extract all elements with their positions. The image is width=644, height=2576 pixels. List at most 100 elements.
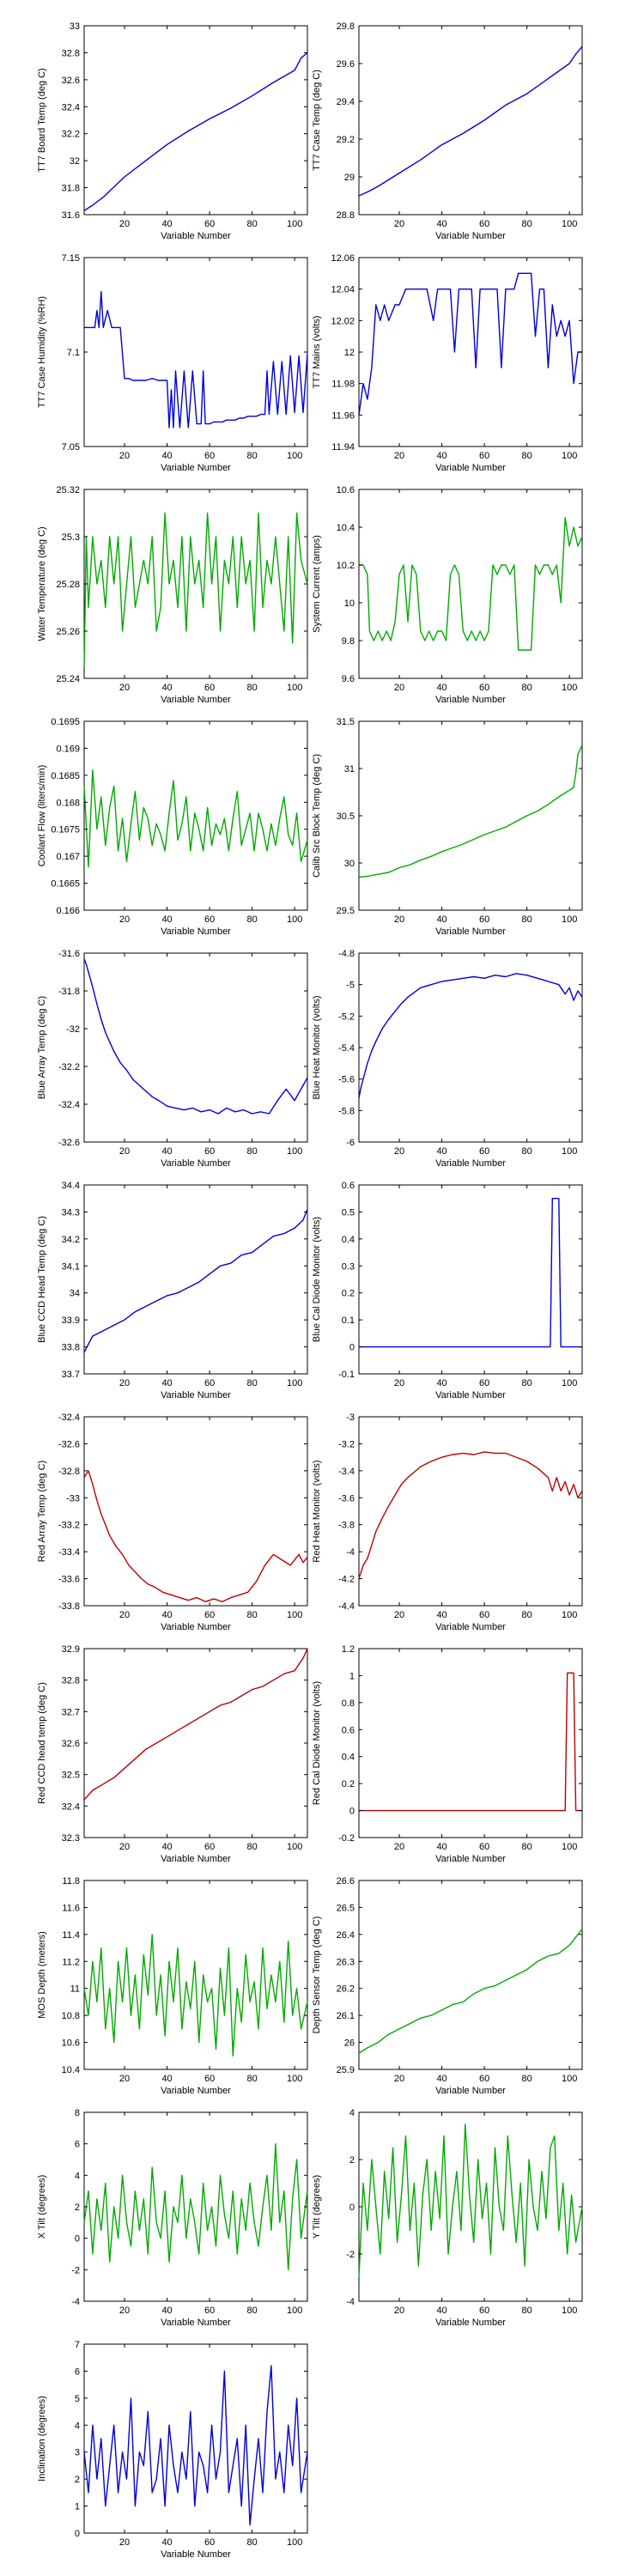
x-tick-label: 40 <box>161 1610 172 1620</box>
series-line <box>358 973 583 1098</box>
y-tick-label: 0 <box>349 2202 355 2213</box>
x-tick-label: 80 <box>246 683 257 693</box>
x-tick-label: 20 <box>394 683 404 693</box>
chart-panel-16: 20 40 60 80 100 -0.2 0 0.2 0.4 0.6 0.8 1 1.2 Variable… <box>312 1644 583 1864</box>
chart-panel-10: 20 40 60 80 100 -6 -5.8 -5.6 -5.4 -5.2 -5 -4.8 Varia… <box>312 949 583 1169</box>
y-tick-label: 31 <box>344 764 355 775</box>
y-tick-label: 25.3 <box>62 532 80 543</box>
y-tick-label: 32.8 <box>62 48 80 58</box>
x-tick-label: 60 <box>204 1146 215 1157</box>
x-tick-label: 20 <box>394 914 404 925</box>
x-tick-label: 80 <box>521 1378 532 1388</box>
y-axis-label: Red Array Temp (deg C) <box>37 1461 47 1562</box>
x-tick-label: 20 <box>119 1378 130 1388</box>
y-axis-label: Red CCD head temp (deg C) <box>37 1682 47 1804</box>
y-tick-label: 32.6 <box>62 76 80 86</box>
x-tick-label: 80 <box>246 1146 257 1157</box>
y-tick-label: -33.4 <box>58 1547 80 1558</box>
series-line <box>358 744 583 878</box>
x-tick-label: 100 <box>287 1610 302 1620</box>
y-tick-label: -33.8 <box>58 1601 80 1612</box>
x-tick-label: 20 <box>394 219 404 229</box>
y-tick-label: -4 <box>71 2297 80 2307</box>
y-tick-label: 4 <box>75 2421 80 2431</box>
y-tick-label: -32.6 <box>58 1439 80 1449</box>
y-tick-label: -32 <box>66 1024 80 1035</box>
x-tick-label: 40 <box>161 2074 172 2084</box>
x-tick-label: 80 <box>521 683 532 693</box>
x-tick-label: 80 <box>521 914 532 925</box>
plot-frame <box>358 25 583 216</box>
series-line <box>359 517 583 651</box>
x-tick-label: 60 <box>204 914 215 925</box>
x-tick-label: 40 <box>161 2306 172 2316</box>
y-tick-label: 10.4 <box>62 2065 80 2075</box>
x-tick-label: 100 <box>287 2306 302 2316</box>
x-axis-label: Variable Number <box>161 2549 231 2560</box>
x-axis-label: Variable Number <box>435 231 506 241</box>
y-tick-label: -3 <box>346 1413 355 1423</box>
y-tick-label: 12.04 <box>331 285 355 295</box>
y-axis-label: Inclination (degrees) <box>37 2396 47 2482</box>
x-tick-label: 40 <box>436 1610 447 1620</box>
x-tick-label: 100 <box>287 914 302 925</box>
y-tick-label: 33.8 <box>62 1343 80 1353</box>
x-tick-label: 60 <box>204 1610 215 1620</box>
chart-panel-19: 20 40 60 80 100 -4 -2 0 2 4 6 8 Variable Number X Til… <box>37 2108 308 2328</box>
x-tick-label: 60 <box>479 1146 489 1157</box>
y-tick-label: 26.6 <box>337 1876 355 1886</box>
y-tick-label: 33 <box>70 21 80 32</box>
y-tick-label: 7 <box>75 2340 80 2350</box>
x-axis-label: Variable Number <box>435 463 506 473</box>
plot-frame <box>358 1184 583 1375</box>
y-tick-label: 33.7 <box>62 1370 80 1380</box>
x-tick-label: 100 <box>562 219 577 229</box>
y-tick-label: 31.8 <box>62 184 80 194</box>
y-tick-label: 31.6 <box>62 210 80 221</box>
y-tick-label: 11.96 <box>331 410 355 421</box>
series-line <box>359 1198 582 1348</box>
y-tick-label: 7.1 <box>67 348 80 358</box>
y-tick-label: -4 <box>346 2297 355 2307</box>
y-tick-label: 9.8 <box>342 636 355 647</box>
y-tick-label: 33.9 <box>62 1315 80 1326</box>
chart-panel-17: 20 40 60 80 100 10.4 10.6 10.8 11 11.2 11.4 11.6 11.… <box>37 1876 308 2096</box>
y-tick-label: 11.98 <box>331 380 355 390</box>
plot-frame <box>358 1416 583 1607</box>
plot-frame <box>358 489 583 679</box>
y-axis-label: Calib Src Block Temp (deg C) <box>312 754 322 878</box>
x-tick-label: 40 <box>161 1146 172 1157</box>
y-tick-label: 0 <box>349 1807 355 1817</box>
y-tick-label: 28.8 <box>337 210 355 221</box>
y-tick-label: 5 <box>75 2394 80 2404</box>
y-tick-label: 34.4 <box>62 1181 80 1191</box>
y-tick-label: -5.8 <box>338 1106 355 1116</box>
y-tick-label: 26.4 <box>337 1930 355 1941</box>
y-tick-label: 0.2 <box>342 1779 355 1789</box>
x-axis-label: Variable Number <box>435 2086 506 2096</box>
x-tick-label: 20 <box>394 1842 404 1852</box>
x-axis-label: Variable Number <box>161 1622 231 1632</box>
series-line <box>358 46 583 197</box>
y-tick-label: 2 <box>349 2155 355 2166</box>
y-tick-label: 0.168 <box>56 798 80 808</box>
y-tick-label: 0.2 <box>342 1289 355 1299</box>
y-tick-label: 0 <box>349 1343 355 1353</box>
x-tick-label: 80 <box>521 2074 532 2084</box>
y-tick-label: 32.4 <box>62 102 80 112</box>
y-tick-label: 7.05 <box>62 442 80 453</box>
x-tick-label: 100 <box>287 1378 302 1388</box>
x-tick-label: 100 <box>287 1842 302 1852</box>
y-tick-label: 0.6 <box>342 1725 355 1735</box>
y-tick-label: 11.94 <box>331 442 355 453</box>
chart-panel-18: 20 40 60 80 100 25.9 26 26.1 26.2 26.3 26.4 26.5 26.… <box>312 1876 583 2096</box>
y-tick-label: 10.2 <box>337 561 355 571</box>
y-tick-label: -4.8 <box>338 949 355 959</box>
y-tick-label: -5 <box>346 981 355 991</box>
x-tick-label: 60 <box>204 219 215 229</box>
y-tick-label: 0 <box>75 2234 80 2245</box>
x-tick-label: 40 <box>436 1842 447 1852</box>
y-tick-label: -2 <box>71 2265 80 2275</box>
y-tick-label: 32.2 <box>62 130 80 140</box>
